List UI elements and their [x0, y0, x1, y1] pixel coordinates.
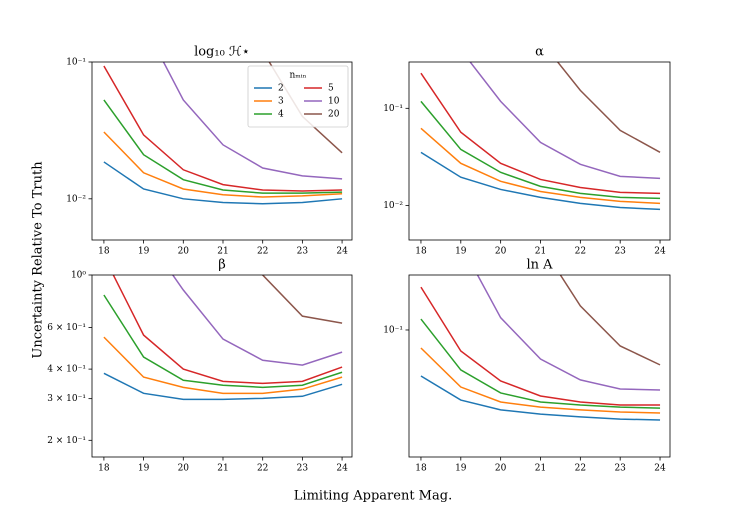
x-tick-label: 19 — [138, 464, 150, 474]
x-tick-label: 19 — [455, 247, 467, 257]
y-tick-label: 4 × 10⁻¹ — [47, 365, 86, 375]
legend-label: 4 — [278, 110, 284, 120]
x-tick-label: 20 — [178, 247, 190, 257]
series-line — [103, 131, 343, 198]
x-tick-label: 20 — [178, 464, 190, 474]
y-tick-label: 10⁻¹ — [383, 104, 403, 114]
x-tick-label: 24 — [336, 464, 348, 474]
x-tick-label: 23 — [614, 464, 626, 474]
x-tick-label: 21 — [535, 247, 546, 257]
x-tick-label: 20 — [495, 247, 507, 257]
series-line — [420, 286, 661, 406]
y-tick-label: 6 × 10⁻¹ — [47, 323, 86, 333]
plot-area — [420, 62, 661, 211]
series-line — [103, 372, 343, 401]
x-tick-label: 22 — [257, 247, 268, 257]
series-line — [476, 275, 661, 391]
y-tick-label: 10⁻² — [383, 201, 403, 211]
series-line — [556, 62, 661, 153]
y-tick-label: 10⁻² — [66, 194, 86, 204]
x-axis-label: Limiting Apparent Mag. — [294, 489, 452, 504]
series-line — [559, 275, 661, 366]
series-line — [103, 99, 343, 194]
legend-label: 5 — [328, 84, 334, 94]
panel-title: log₁₀ ℋ⋆ — [194, 45, 250, 60]
series-line — [112, 275, 343, 385]
series-line — [420, 100, 661, 200]
axes-frame — [91, 274, 353, 458]
series-line — [420, 72, 661, 195]
x-tick-label: 18 — [98, 247, 110, 257]
x-tick-label: 23 — [297, 464, 309, 474]
series-line — [103, 336, 343, 395]
x-tick-label: 18 — [415, 247, 427, 257]
x-tick-label: 22 — [575, 464, 586, 474]
y-tick-label: 10⁰ — [71, 271, 86, 281]
plot-area — [103, 275, 343, 401]
series-line — [162, 62, 343, 180]
y-tick-label: 2 × 10⁻¹ — [47, 436, 86, 446]
x-tick-label: 24 — [654, 247, 666, 257]
y-tick-label: 10⁻¹ — [383, 325, 403, 335]
legend-label: 20 — [328, 110, 340, 120]
x-tick-label: 19 — [138, 247, 150, 257]
x-tick-label: 20 — [495, 464, 507, 474]
series-line — [103, 65, 343, 192]
axes-frame — [91, 61, 353, 241]
panel-title: β — [218, 258, 226, 273]
panel-title: ln A — [526, 258, 553, 273]
x-tick-label: 22 — [257, 464, 268, 474]
axes-frame — [408, 274, 671, 458]
series-line — [420, 127, 661, 205]
series-line — [420, 151, 661, 211]
series-line — [420, 375, 661, 421]
x-tick-label: 24 — [336, 247, 348, 257]
y-tick-label: 10⁻¹ — [66, 58, 86, 68]
x-tick-label: 22 — [575, 247, 586, 257]
x-tick-label: 24 — [654, 464, 666, 474]
y-tick-label: 3 × 10⁻¹ — [47, 394, 86, 404]
legend-box — [247, 65, 349, 128]
x-tick-label: 21 — [217, 464, 228, 474]
axes-frame — [408, 61, 671, 241]
x-tick-label: 18 — [415, 464, 427, 474]
x-tick-label: 19 — [455, 464, 467, 474]
x-tick-label: 23 — [297, 247, 309, 257]
x-tick-label: 21 — [217, 247, 228, 257]
x-tick-label: 23 — [614, 247, 626, 257]
x-tick-label: 21 — [535, 464, 546, 474]
series-line — [103, 161, 343, 205]
y-axis-label: Uncertainty Relative To Truth — [31, 161, 46, 359]
legend-label: 2 — [278, 84, 284, 94]
x-tick-label: 18 — [98, 464, 110, 474]
legend-label: 3 — [278, 97, 284, 107]
series-line — [420, 318, 661, 409]
series-line — [420, 347, 661, 414]
series-line — [469, 62, 661, 180]
panel-title: α — [535, 45, 544, 60]
plot-area — [420, 275, 661, 421]
series-line — [261, 275, 343, 324]
legend-label: 10 — [328, 97, 340, 107]
series-line — [171, 275, 343, 366]
legend-title: nₘᵢₙ — [289, 71, 306, 81]
series-line — [103, 294, 343, 389]
